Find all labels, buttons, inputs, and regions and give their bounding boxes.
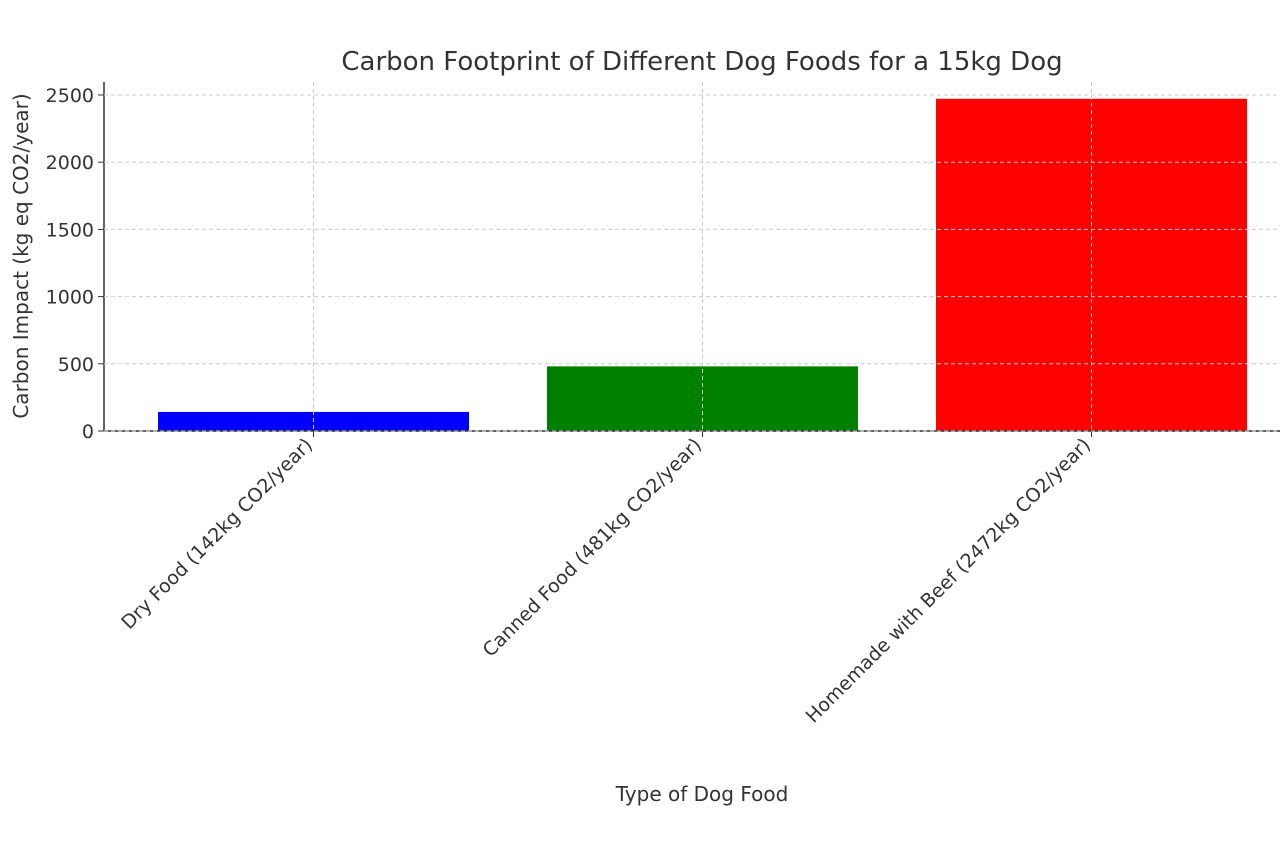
x-tick-label: Canned Food (481kg CO2/year) [479,434,706,661]
chart-title: Carbon Footprint of Different Dog Foods … [341,47,1062,77]
x-tick-label: Dry Food (142kg CO2/year) [117,434,317,634]
y-tick-label: 500 [58,354,94,376]
y-tick-label: 1000 [46,287,94,309]
y-tick-label: 2500 [46,85,94,107]
y-tick-label: 1500 [46,219,94,241]
y-axis-label: Carbon Impact (kg eq CO2/year) [9,93,33,418]
x-axis-label: Type of Dog Food [615,782,789,806]
y-tick-label: 2000 [46,152,94,174]
x-tick-label: Homemade with Beef (2472kg CO2/year) [802,434,1095,727]
y-tick-label: 0 [82,421,94,443]
